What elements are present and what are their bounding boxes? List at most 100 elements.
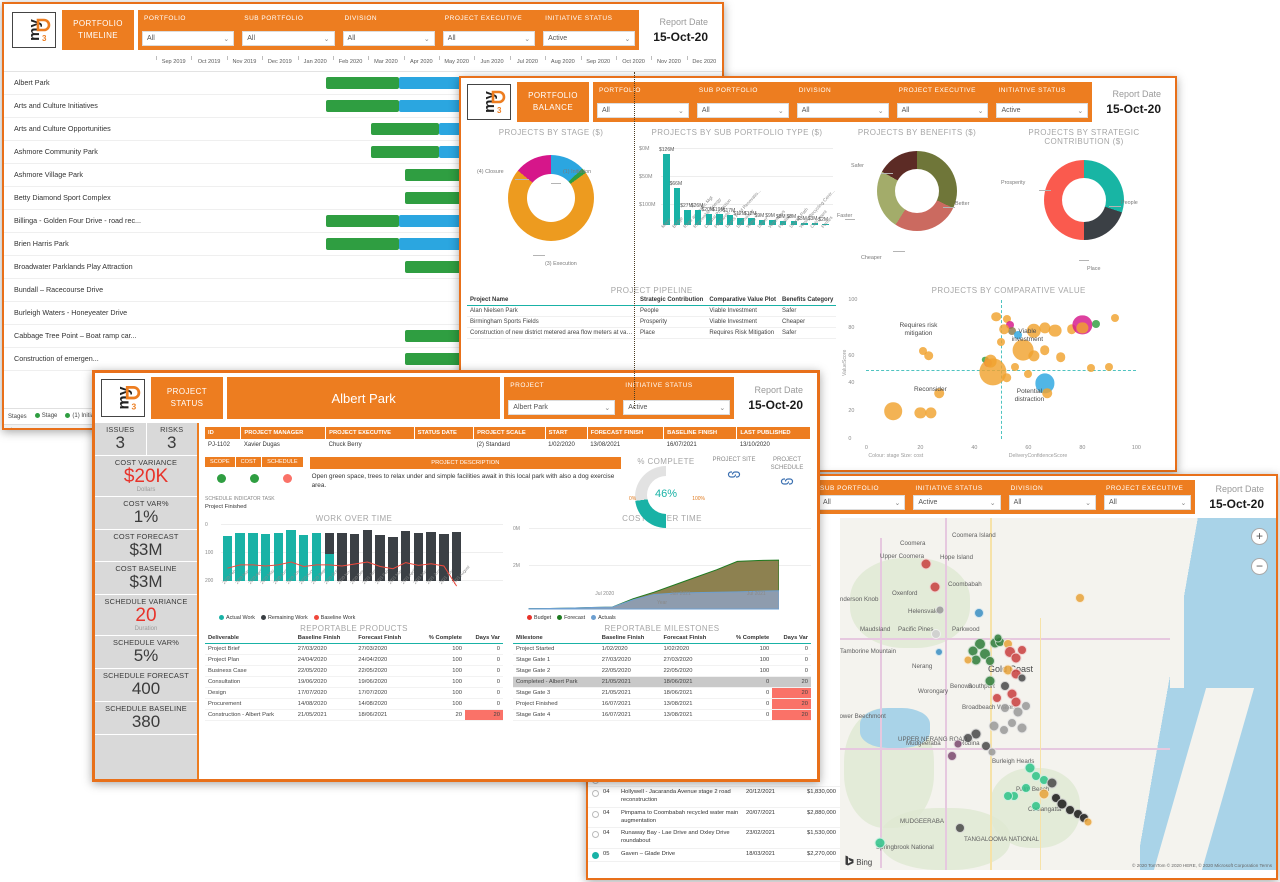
table-row[interactable]: Project Finished 16/07/2021 13/08/2021 0 20 [513,698,811,710]
scatter-point[interactable] [1105,362,1114,371]
legend-item[interactable]: Actual Work [219,615,255,621]
column-header[interactable]: Deliverable [205,633,295,644]
nav-portfolio-balance[interactable]: PORTFOLIO BALANCE [517,82,589,122]
list-item[interactable]: 04 Runaway Bay - Lae Drive and Oxley Driv… [588,828,840,849]
list-item[interactable]: 04 Hollywell - Jacaranda Avenue stage 2 r… [588,787,840,808]
gantt-bar[interactable] [325,238,400,250]
slicer-portfolio[interactable]: PORTFOLIO All ⌄ [597,85,689,118]
bar[interactable] [716,214,723,225]
list-item[interactable]: 04 Pimpama to Coombabah recycled water ma… [588,808,840,829]
slicer-dropdown[interactable]: All ⌄ [597,103,689,118]
map-project-marker[interactable] [992,693,1002,703]
map-project-marker[interactable] [929,581,941,593]
slicer-initiative-status[interactable]: INITIATIVE STATUS Active ⌄ [913,483,1001,510]
nav-project-status[interactable]: PROJECT STATUS [151,377,223,419]
column-header[interactable]: Forecast Finish [355,633,417,644]
scatter-point[interactable] [884,402,903,420]
column-header[interactable]: % Complete [722,633,773,644]
scatter-point[interactable] [1026,323,1041,338]
indicator-header-cost[interactable]: COST [235,457,263,467]
bar-remaining[interactable] [400,530,411,581]
bar[interactable] [748,218,755,225]
slicer-project[interactable]: PROJECT Albert Park ⌄ [508,380,616,415]
scatter-point[interactable] [999,324,1009,334]
bar[interactable] [684,209,691,225]
table-row[interactable]: Stage Gate 2 22/05/2020 22/05/2020 100 0 [513,665,811,677]
slicer-dropdown[interactable]: Active ⌄ [623,400,731,415]
legend-item[interactable]: (1) Initiation [65,413,104,420]
table-row[interactable]: Alan Nielsen Park People Viable Investment… [467,305,837,317]
table-row[interactable]: Construction - Albert Park 21/05/2021 18/0… [205,709,503,721]
slicer-dropdown[interactable]: All ⌄ [442,31,536,46]
scatter-point[interactable] [1066,324,1077,334]
table-row[interactable]: Business Case 22/05/2020 22/05/2020 100 0 [205,665,503,677]
scatter-point[interactable] [923,350,934,361]
slicer-portfolio[interactable]: PORTFOLIO All ⌄ [142,13,235,46]
scatter-point[interactable] [997,337,1006,346]
map-project-marker[interactable] [874,837,886,849]
slicer-dropdown[interactable]: All ⌄ [818,495,906,510]
indicator-header-scope[interactable]: SCOPE [205,457,236,467]
column-header[interactable]: START [545,427,588,439]
map-project-marker[interactable] [1021,701,1031,711]
radio-button[interactable] [592,831,599,839]
slicer-sub-portfolio[interactable]: SUB PORTFOLIO All ⌄ [818,483,906,510]
map-project-marker[interactable] [987,747,997,757]
slicer-division[interactable]: DIVISION All ⌄ [796,85,889,118]
map-project-marker[interactable] [935,648,943,656]
slicer-dropdown[interactable]: Active ⌄ [543,31,636,46]
map-project-marker[interactable] [1000,681,1010,691]
slicer-project-executive[interactable]: PROJECT EXECUTIVE All ⌄ [896,85,989,118]
column-header[interactable]: BASELINE FINISH [663,427,738,439]
bar[interactable] [737,218,744,225]
bar[interactable] [811,223,819,225]
donut-chart[interactable] [508,155,594,241]
map-project-marker[interactable] [963,655,973,665]
projects-by-benefits-chart[interactable]: PROJECTS BY BENEFITS ($) Safer Better Chea… [837,128,997,282]
bar-remaining[interactable] [362,530,373,581]
legend-item[interactable]: Baseline Work [313,615,355,621]
projects-by-stage-chart[interactable]: PROJECTS BY STAGE ($) (1) Initiation (4) … [465,128,637,282]
work-over-time-chart[interactable]: WORK OVER TIME 0 100 200 2020 February 2020 … [205,514,503,621]
slicer-dropdown[interactable]: Active ⌄ [996,103,1089,118]
slicer-dropdown[interactable]: All ⌄ [1103,495,1192,510]
table-row[interactable]: Procurement 14/08/2020 14/08/2020 100 0 [205,698,503,710]
project-pipeline-table[interactable]: PROJECT PIPELINE Project Name Strategic C… [461,286,842,461]
slicer-initiative-status[interactable]: INITIATIVE STATUS Active ⌄ [996,85,1089,118]
column-header[interactable]: Strategic Contribution [637,295,707,306]
column-header[interactable]: Comparative Value Plot [706,295,780,306]
bar-remaining[interactable] [324,532,334,554]
bar[interactable] [694,210,702,225]
map-zoom-out-button[interactable]: − [1251,558,1268,575]
map-project-marker[interactable] [981,741,991,751]
table-row[interactable]: Completed - Albert Park 21/05/2021 18/06/2… [513,676,811,688]
slicer-dropdown[interactable]: Albert Park ⌄ [508,400,616,415]
gantt-bar[interactable] [325,77,400,89]
bar-actual[interactable] [273,532,284,581]
scatter-point[interactable] [1013,330,1022,339]
map-project-marker[interactable] [931,629,941,639]
bar[interactable] [790,220,798,225]
map-project-marker[interactable] [999,725,1009,735]
column-header[interactable]: PROJECT EXECUTIVE [325,427,415,439]
column-header[interactable]: FORECAST FINISH [587,427,665,439]
scatter-point[interactable] [1002,373,1012,383]
map-project-marker[interactable] [1038,788,1050,800]
map-project-marker[interactable] [988,720,1000,732]
bar[interactable] [673,187,681,225]
bar-remaining[interactable] [388,536,398,581]
map-project-marker[interactable] [1017,673,1027,683]
scatter-point[interactable] [1049,324,1062,337]
radio-button[interactable] [592,790,599,798]
map-project-marker[interactable] [1056,798,1068,810]
map-project-marker[interactable] [985,656,995,666]
column-header[interactable]: ID [205,427,242,439]
column-header[interactable]: Forecast Finish [660,633,723,644]
bar-actual[interactable] [299,534,309,581]
bar[interactable] [705,213,713,225]
legend-item[interactable]: Remaining Work [260,615,308,621]
column-header[interactable]: PROJECT MANAGER [240,427,327,439]
donut-chart[interactable] [877,151,957,231]
table-row[interactable]: Project Started 1/02/2020 1/02/2020 100 0 [513,643,811,655]
map-project-marker[interactable] [955,823,965,833]
